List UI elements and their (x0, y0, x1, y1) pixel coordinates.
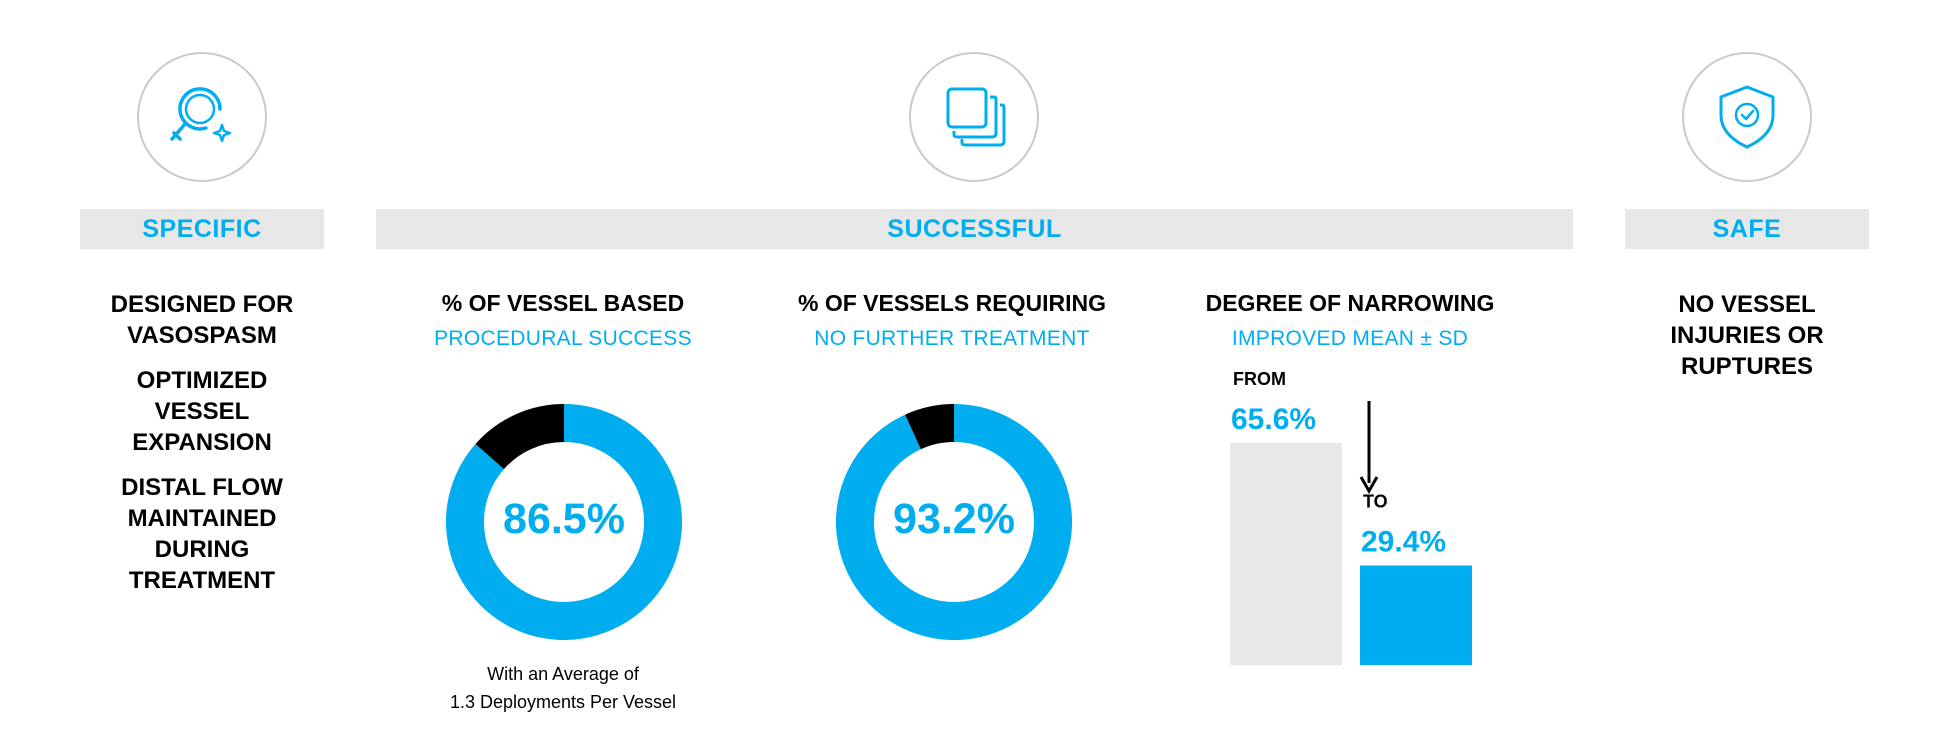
safe-text: NO VESSEL INJURIES OR RUPTURES (1670, 291, 1824, 380)
bar-value-label: 29.4% (1361, 526, 1446, 559)
donut1-slice-value (446, 404, 682, 640)
section-label: SAFE (1712, 214, 1782, 243)
bar-category-label: TO (1363, 492, 1388, 512)
search-sparkle-icon (137, 52, 267, 182)
chart1-value-label: 86.5% (503, 495, 625, 543)
bar-value-label: 65.6% (1231, 403, 1316, 436)
chart3-subtitle: IMPROVED MEAN ± SD (1231, 327, 1469, 350)
section-header-safe: SAFE (1625, 209, 1869, 249)
bar-chart: FROM 65.6% TO 29.4% (1230, 369, 1472, 665)
chart1-note: With an Average of 1.3 Deployments Per V… (449, 664, 677, 712)
section-label: SPECIFIC (142, 214, 262, 243)
donut2-slice-value (836, 404, 1072, 640)
chart2-subtitle: NO FURTHER TREATMENT (814, 327, 1090, 350)
section-label: SUCCESSFUL (887, 214, 1062, 243)
arrow-down-icon (1359, 476, 1379, 495)
section-header-successful: SUCCESSFUL (376, 209, 1573, 249)
donut1-slice-remainder (475, 404, 565, 470)
chart2-title: % OF VESSELS REQUIRING (798, 290, 1106, 316)
specific-points: DESIGNED FOR VASOSPASM OPTIMIZED VESSEL … (80, 289, 324, 610)
donut-chart-1 (446, 404, 682, 640)
section-header-specific: SPECIFIC (80, 209, 324, 249)
chart1-subtitle: PROCEDURAL SUCCESS (434, 327, 692, 350)
bar-to (1360, 565, 1472, 665)
stacked-squares-icon (909, 52, 1039, 182)
point-vasospasm: DESIGNED FOR VASOSPASM (110, 291, 294, 349)
bar-category-label: FROM (1233, 369, 1286, 389)
point-distal-flow: DISTAL FLOW MAINTAINED DURING TREATMENT (121, 474, 283, 594)
donut-chart-2 (836, 404, 1072, 640)
shield-check-icon (1682, 52, 1812, 182)
chart2-value-label: 93.2% (893, 495, 1015, 543)
chart3-title: DEGREE OF NARROWING (1205, 290, 1495, 316)
donut2-slice-remainder (905, 404, 955, 450)
bar-from (1230, 443, 1342, 665)
chart1-title: % OF VESSEL BASED (441, 290, 685, 316)
point-expansion: OPTIMIZED VESSEL EXPANSION (132, 367, 272, 456)
